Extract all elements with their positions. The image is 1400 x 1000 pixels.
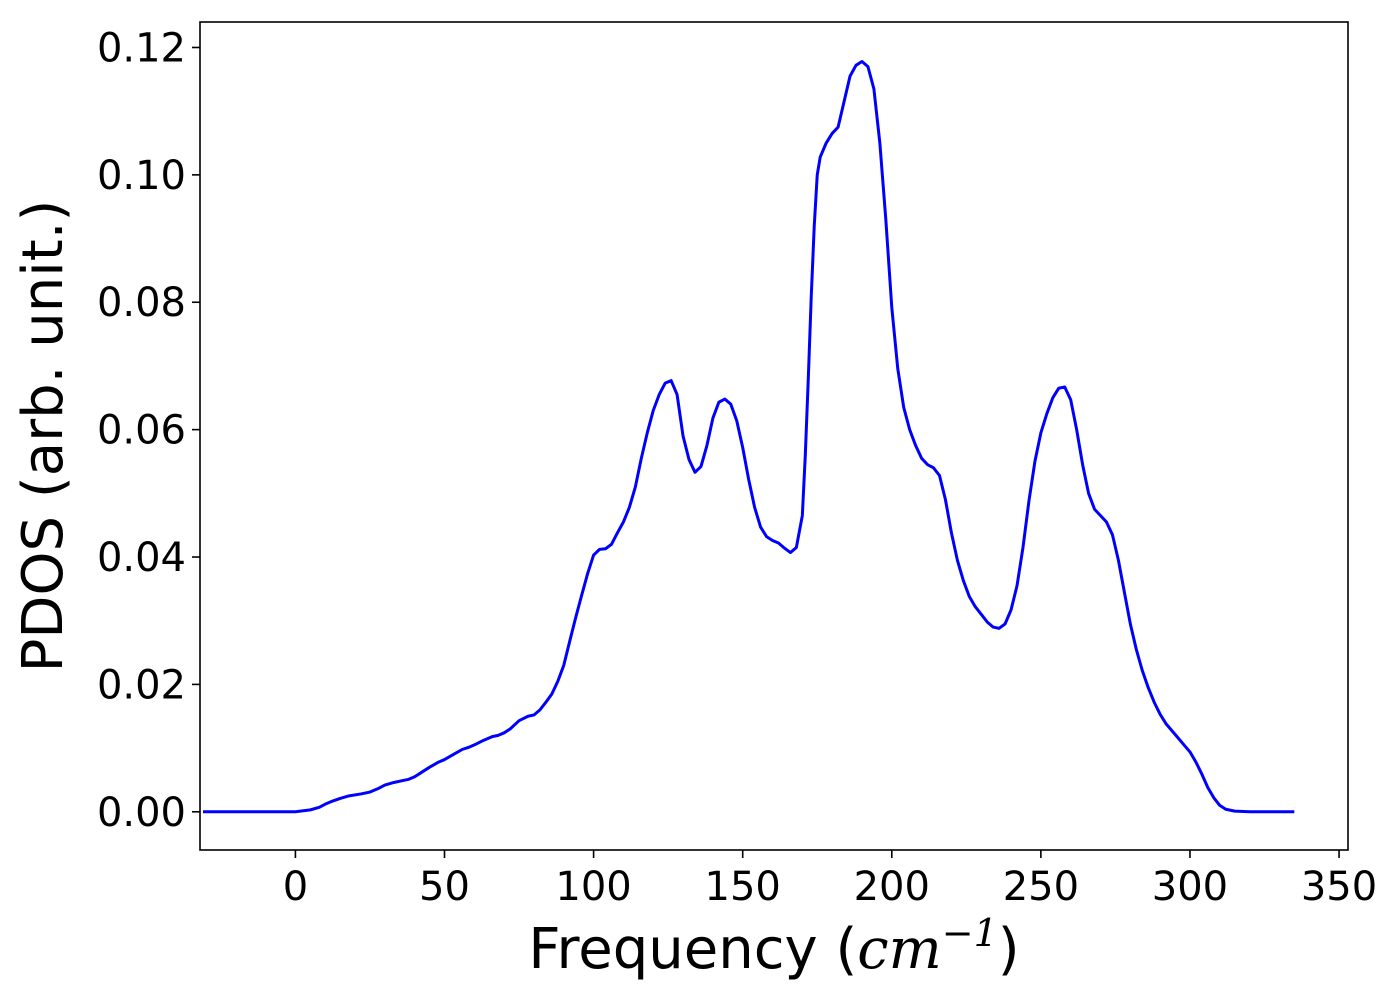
x-axis-label: Frequency (cm−1) — [528, 911, 1019, 982]
y-tick-label: 0.10 — [97, 153, 186, 199]
x-axis-unit-exponent: −1 — [942, 911, 998, 955]
x-axis-unit-base: cm — [857, 917, 941, 982]
y-tick-label: 0.00 — [97, 790, 186, 836]
plot-area — [202, 59, 1295, 814]
x-axis-unit-close: ) — [998, 917, 1020, 982]
y-tick-label: 0.08 — [97, 280, 186, 326]
y-tick-label: 0.12 — [97, 25, 186, 71]
y-tick-label: 0.02 — [97, 662, 186, 708]
series-line-0 — [202, 59, 1295, 814]
plot-frame — [199, 21, 1349, 851]
x-tick-label: 350 — [1301, 864, 1377, 910]
x-tick-label: 100 — [555, 864, 631, 910]
y-axis: 0.00 0.02 0.04 0.06 0.08 0.10 0.12 — [97, 25, 200, 836]
x-axis-label-text: Frequency — [528, 917, 817, 982]
y-tick-label: 0.06 — [97, 408, 186, 454]
x-tick-label: 200 — [854, 864, 930, 910]
y-tick-label: 0.04 — [97, 535, 186, 581]
x-axis: 0 50 100 150 200 250 300 350 — [283, 850, 1377, 910]
x-axis-unit-open: ( — [835, 917, 857, 982]
x-tick-label: 50 — [419, 864, 470, 910]
x-tick-label: 0 — [283, 864, 308, 910]
x-tick-label: 300 — [1152, 864, 1228, 910]
x-tick-label: 250 — [1003, 864, 1079, 910]
x-tick-label: 150 — [705, 864, 781, 910]
y-axis-label: PDOS (arb. unit.) — [11, 200, 76, 673]
